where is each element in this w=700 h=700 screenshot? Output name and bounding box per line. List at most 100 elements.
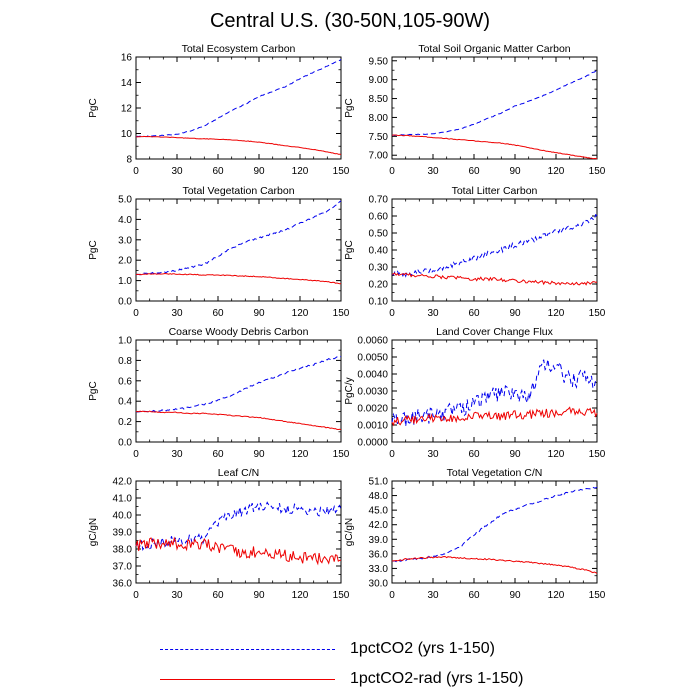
- chart-title: Total Vegetation Carbon: [182, 185, 294, 197]
- chart-panel-8: Total Vegetation C/N 0 30 60 90 120 150 30.0 33.…: [344, 467, 606, 601]
- series-line-1pctCO2: [135, 59, 342, 138]
- x-tick-label: 60: [212, 166, 224, 177]
- y-tick-label: 42.0: [113, 477, 133, 488]
- x-tick-label: 90: [253, 166, 265, 177]
- y-tick-label: 42.0: [369, 520, 389, 531]
- y-tick-label: 9.00: [369, 75, 389, 86]
- y-tick-label: 0.10: [369, 297, 389, 308]
- y-tick-label: 0.0: [118, 297, 132, 308]
- chart-panel-1: Total Ecosystem Carbon 0 30 60 90 120 150 8 10 12…: [88, 43, 350, 177]
- x-tick-label: 120: [292, 590, 309, 601]
- legend-label-series2: 1pctCO2-rad (yrs 1-150): [350, 670, 524, 687]
- y-tick-label: 3.0: [118, 235, 132, 246]
- y-tick-label: 36.0: [369, 549, 389, 560]
- x-tick-label: 60: [468, 308, 480, 319]
- x-tick-label: 60: [468, 166, 480, 177]
- y-axis-label: PgC: [344, 240, 355, 259]
- plot-frame: [135, 56, 342, 160]
- y-tick-label: 1.0: [118, 276, 132, 287]
- x-tick-label: 30: [171, 166, 183, 177]
- legend-item-series2: 1pctCO2-rad (yrs 1-150): [160, 667, 580, 691]
- y-tick-label: 0.20: [369, 280, 389, 291]
- chart-title: Coarse Woody Debris Carbon: [169, 326, 309, 338]
- y-tick-label: 0.50: [369, 229, 389, 240]
- y-tick-label: 48.0: [369, 491, 389, 502]
- y-tick-label: 12: [121, 104, 133, 115]
- x-tick-label: 0: [133, 308, 139, 319]
- y-tick-label: 0.0020: [357, 404, 388, 415]
- series-line-1pctCO2: [391, 69, 598, 137]
- x-tick-label: 120: [548, 449, 565, 460]
- x-tick-label: 90: [253, 449, 265, 460]
- y-axis-label: PgC: [344, 98, 355, 117]
- series-line-1pctCO2: [135, 200, 342, 276]
- y-tick-label: 9.50: [369, 56, 389, 67]
- plot-frame: [135, 339, 342, 443]
- y-axis-label: gC/gN: [88, 518, 99, 546]
- y-tick-label: 0.0050: [357, 353, 388, 364]
- chart-panel-4: Total Litter Carbon 0 30 60 90 120 150 0.10 0.20…: [344, 185, 606, 319]
- x-tick-label: 120: [292, 166, 309, 177]
- y-tick-label: 36.0: [113, 579, 133, 590]
- y-tick-label: 8.50: [369, 94, 389, 105]
- series-line-1pctCO2-rad: [391, 134, 598, 160]
- x-tick-label: 30: [427, 590, 439, 601]
- chart-title: Total Vegetation C/N: [447, 467, 543, 479]
- y-tick-label: 14: [121, 78, 133, 89]
- plot-frame: [135, 480, 342, 584]
- y-tick-label: 0.0000: [357, 438, 388, 449]
- series-line-1pctCO2-rad: [391, 406, 598, 427]
- x-tick-label: 30: [171, 590, 183, 601]
- series-line-1pctCO2: [391, 486, 598, 563]
- y-tick-label: 4.0: [118, 215, 132, 226]
- x-tick-label: 0: [389, 590, 395, 601]
- x-tick-label: 90: [509, 449, 521, 460]
- chart-panel-6: Land Cover Change Flux 0 30 60 90 120 150 0.000…: [344, 326, 606, 460]
- x-tick-label: 150: [333, 449, 350, 460]
- y-tick-label: 0.0060: [357, 336, 388, 347]
- series-line-1pctCO2-rad: [135, 536, 342, 566]
- figure-title: Central U.S. (30-50N,105-90W): [209, 10, 491, 32]
- chart-title: Total Litter Carbon: [452, 185, 538, 197]
- y-tick-label: 51.0: [369, 477, 389, 488]
- y-tick-label: 39.0: [113, 528, 133, 539]
- y-tick-label: 40.0: [113, 511, 133, 522]
- x-tick-label: 0: [389, 449, 395, 460]
- series-line-1pctCO2-rad: [135, 272, 342, 285]
- y-tick-label: 7.00: [369, 151, 389, 162]
- y-tick-label: 0.30: [369, 263, 389, 274]
- x-tick-label: 90: [253, 308, 265, 319]
- chart-panel-7: Leaf C/N 0 30 60 90 120 150 36.0 37.0 38.0 39.0 40.…: [88, 467, 350, 601]
- y-tick-label: 8: [126, 155, 132, 166]
- plot-frame: [391, 480, 598, 584]
- plot-frame: [391, 198, 598, 302]
- y-tick-label: 39.0: [369, 535, 389, 546]
- x-tick-label: 0: [133, 166, 139, 177]
- legend-item-series1: 1pctCO2 (yrs 1-150): [160, 637, 580, 661]
- x-tick-label: 30: [427, 308, 439, 319]
- y-tick-label: 5.0: [118, 195, 132, 206]
- y-axis-label: PgC: [88, 381, 99, 400]
- x-tick-label: 150: [589, 308, 606, 319]
- plot-frame: [391, 339, 598, 443]
- y-tick-label: 0.8: [118, 356, 132, 367]
- plot-frame: [391, 56, 598, 160]
- y-tick-label: 1.0: [118, 336, 132, 347]
- y-tick-label: 0.60: [369, 212, 389, 223]
- x-tick-label: 60: [212, 590, 224, 601]
- legend-swatch-solid: [160, 679, 335, 680]
- x-tick-label: 0: [133, 449, 139, 460]
- y-tick-label: 0.40: [369, 246, 389, 257]
- x-tick-label: 120: [292, 449, 309, 460]
- x-tick-label: 60: [468, 590, 480, 601]
- series-line-1pctCO2-rad: [391, 555, 598, 574]
- y-tick-label: 0.0: [118, 438, 132, 449]
- y-tick-label: 16: [121, 53, 133, 64]
- series-line-1pctCO2-rad: [391, 272, 598, 286]
- y-tick-label: 2.0: [118, 256, 132, 267]
- y-tick-label: 0.70: [369, 195, 389, 206]
- x-tick-label: 150: [589, 449, 606, 460]
- legend-label-series1: 1pctCO2 (yrs 1-150): [350, 640, 495, 657]
- y-tick-label: 7.50: [369, 132, 389, 143]
